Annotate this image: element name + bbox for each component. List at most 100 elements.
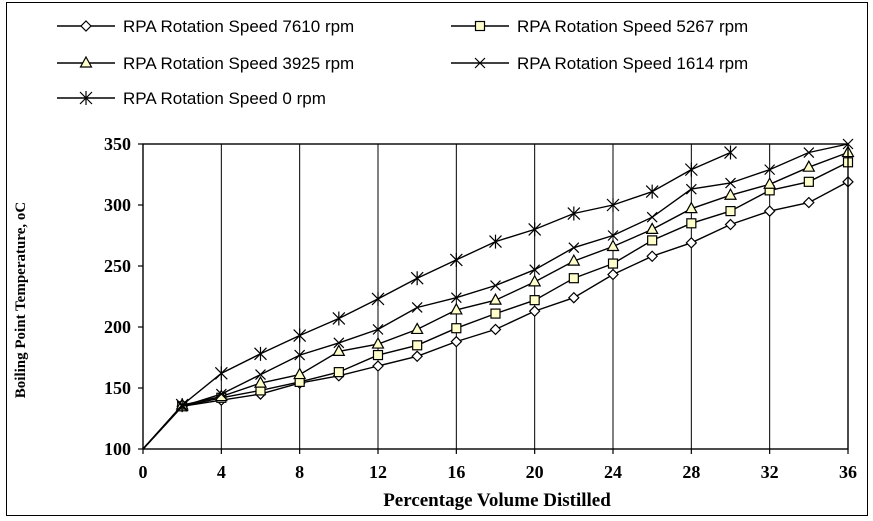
data-point xyxy=(647,235,658,246)
data-point xyxy=(529,295,540,306)
data-point xyxy=(411,302,423,313)
data-point xyxy=(607,230,619,241)
series-line xyxy=(142,151,731,450)
x-tick-label: 20 xyxy=(526,462,544,482)
x-tick-label: 4 xyxy=(217,462,226,482)
series-3 xyxy=(142,145,855,450)
legend-marker xyxy=(474,57,486,69)
x-tick-label: 8 xyxy=(295,462,304,482)
x-tick-label: 24 xyxy=(604,462,622,482)
data-point xyxy=(802,159,816,172)
legend-label: RPA Rotation Speed 3925 rpm xyxy=(123,54,354,73)
data-point xyxy=(606,239,620,252)
data-point xyxy=(371,291,385,306)
legend-label: RPA Rotation Speed 0 rpm xyxy=(123,89,326,108)
data-point xyxy=(372,324,384,335)
data-point xyxy=(764,164,776,176)
y-tick-label: 100 xyxy=(104,439,131,459)
data-point xyxy=(528,222,542,237)
x-tick-label: 28 xyxy=(682,462,700,482)
data-point xyxy=(332,344,346,356)
data-point xyxy=(803,147,815,158)
data-point xyxy=(449,252,463,267)
x-tick-label: 32 xyxy=(761,462,779,482)
data-point xyxy=(372,360,384,372)
data-point xyxy=(607,268,619,281)
data-point xyxy=(685,183,697,195)
legend-label: RPA Rotation Speed 1614 rpm xyxy=(517,54,748,73)
data-point xyxy=(372,349,384,361)
series-layer xyxy=(142,138,855,450)
legend-item: RPA Rotation Speed 1614 rpm xyxy=(451,54,748,73)
data-point xyxy=(568,242,580,254)
data-point xyxy=(724,218,737,231)
data-point xyxy=(528,305,541,317)
series-4 xyxy=(142,138,854,450)
data-point xyxy=(175,398,189,413)
data-point xyxy=(607,258,619,269)
data-point xyxy=(449,302,463,315)
x-axis-label: Percentage Volume Distilled xyxy=(383,490,611,511)
legend-label: RPA Rotation Speed 5267 rpm xyxy=(517,17,748,36)
data-point xyxy=(490,308,501,319)
legend-marker xyxy=(474,20,486,32)
data-point xyxy=(723,187,738,200)
data-point xyxy=(645,184,659,199)
data-point xyxy=(802,196,815,209)
data-point xyxy=(528,274,542,287)
data-point xyxy=(214,366,228,381)
y-tick-label: 250 xyxy=(104,256,131,276)
data-point xyxy=(255,369,266,381)
data-point xyxy=(686,218,697,229)
x-tick-label: 0 xyxy=(139,462,148,482)
legend-marker xyxy=(79,55,93,68)
data-point xyxy=(646,250,659,263)
data-point xyxy=(725,177,736,189)
data-point xyxy=(253,375,268,388)
series-5 xyxy=(142,145,737,450)
data-point xyxy=(489,234,502,249)
data-point xyxy=(645,222,659,234)
data-point xyxy=(490,280,501,291)
y-axis-label: Boiling Point Temperature, oC xyxy=(13,202,29,398)
data-point xyxy=(215,388,227,400)
data-point xyxy=(568,273,579,284)
series-line xyxy=(142,161,849,450)
data-point xyxy=(567,253,581,266)
data-point xyxy=(685,236,698,249)
legend-label: RPA Rotation Speed 7610 rpm xyxy=(123,17,354,36)
legend-marker xyxy=(80,20,92,32)
data-point xyxy=(725,206,736,217)
data-point xyxy=(763,205,776,217)
legend-marker xyxy=(79,91,93,105)
plot-area-border xyxy=(142,143,849,450)
data-point xyxy=(489,323,502,336)
data-point xyxy=(332,311,346,326)
y-tick-label: 350 xyxy=(104,134,131,154)
data-point xyxy=(567,291,580,304)
x-tick-label: 16 xyxy=(447,462,465,482)
data-point xyxy=(646,211,658,223)
x-tick-label: 36 xyxy=(839,462,857,482)
legend-item: RPA Rotation Speed 0 rpm xyxy=(57,89,326,108)
data-point xyxy=(451,323,462,334)
data-point xyxy=(803,176,814,187)
data-point xyxy=(488,292,503,305)
data-point xyxy=(567,206,581,221)
legend: RPA Rotation Speed 7610 rpm RPA Rotation … xyxy=(57,17,748,108)
data-point xyxy=(724,145,737,160)
x-tick-label: 12 xyxy=(369,462,387,482)
y-tick-label: 200 xyxy=(104,317,131,337)
data-point xyxy=(606,198,620,212)
data-point xyxy=(410,271,424,286)
data-point xyxy=(293,328,307,343)
legend-item: RPA Rotation Speed 7610 rpm xyxy=(57,17,354,36)
data-point xyxy=(684,162,698,177)
data-point xyxy=(450,292,462,304)
data-point xyxy=(529,264,541,276)
data-point xyxy=(333,337,345,349)
data-point xyxy=(293,367,307,380)
data-point xyxy=(410,322,424,335)
data-point xyxy=(294,349,306,361)
